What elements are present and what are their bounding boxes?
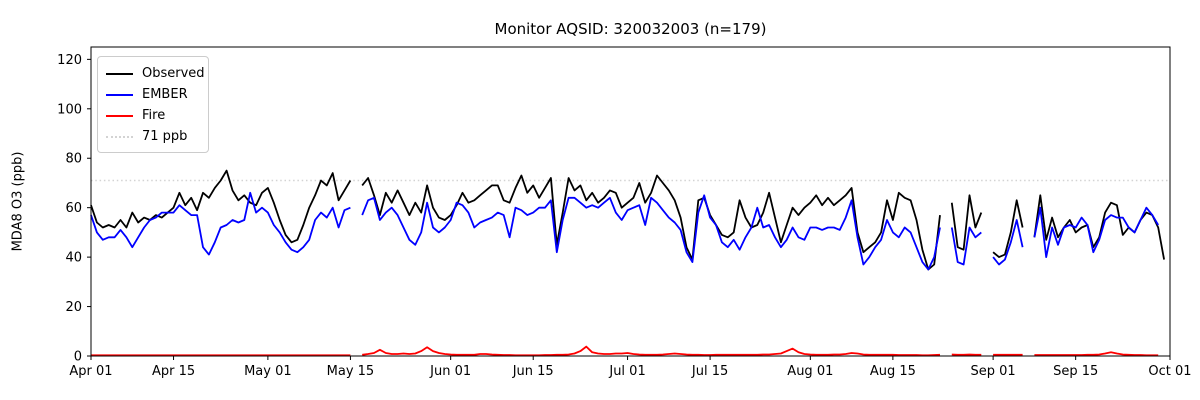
x-tick-label: Sep 15 bbox=[1053, 364, 1098, 379]
x-tick-label: Jun 01 bbox=[429, 364, 471, 379]
fire-line-swatch bbox=[106, 114, 133, 117]
x-tick-label: Oct 01 bbox=[1148, 364, 1191, 379]
x-tick-label: Apr 01 bbox=[69, 364, 112, 379]
series-line-observed bbox=[1033, 194, 1165, 260]
y-tick-label: 60 bbox=[65, 201, 82, 216]
y-tick-label: 0 bbox=[74, 350, 82, 365]
x-tick-label: May 01 bbox=[244, 364, 292, 379]
x-tick-label: Apr 15 bbox=[152, 364, 195, 379]
series-line-ember bbox=[950, 226, 982, 266]
chart-title: Monitor AQSID: 320032003 (n=179) bbox=[494, 20, 767, 38]
series-line-ember bbox=[992, 219, 1024, 266]
axes-frame bbox=[90, 46, 1171, 357]
observed-line-swatch bbox=[106, 72, 133, 75]
series-line-observed bbox=[90, 169, 352, 244]
y-tick-label: 80 bbox=[65, 152, 82, 167]
y-tick-label: 40 bbox=[65, 251, 82, 266]
x-tick-label: Jul 01 bbox=[608, 364, 645, 379]
legend-label-ember: EMBER bbox=[142, 87, 188, 102]
legend-label-fire: Fire bbox=[142, 108, 166, 123]
y-tick-label: 20 bbox=[65, 300, 82, 315]
series-line-ember bbox=[1033, 206, 1159, 259]
legend-entry-ember: EMBER bbox=[106, 84, 200, 105]
ember-line-swatch bbox=[106, 93, 133, 96]
x-tick-label: Jul 15 bbox=[691, 364, 728, 379]
legend: Observed EMBER Fire 71 ppb bbox=[97, 56, 209, 153]
series-line-observed bbox=[992, 199, 1024, 259]
legend-label-threshold: 71 ppb bbox=[142, 129, 188, 144]
series-line-ember bbox=[90, 191, 351, 256]
legend-entry-observed: Observed bbox=[106, 63, 205, 84]
series-line-ember bbox=[361, 194, 941, 271]
series-line-fire bbox=[362, 345, 941, 357]
legend-label-observed: Observed bbox=[142, 66, 205, 81]
x-tick-label: May 15 bbox=[327, 364, 375, 379]
series-line-observed bbox=[950, 194, 983, 251]
x-tick-label: Jun 15 bbox=[512, 364, 554, 379]
x-tick-label: Aug 15 bbox=[870, 364, 916, 379]
x-tick-label: Aug 01 bbox=[787, 364, 833, 379]
series-line-observed bbox=[361, 174, 941, 271]
legend-entry-fire: Fire bbox=[106, 105, 200, 126]
series-line-fire bbox=[1034, 351, 1159, 357]
y-axis-label: MDA8 O3 (ppb) bbox=[10, 151, 26, 252]
x-tick-label: Sep 01 bbox=[971, 364, 1016, 379]
legend-entry-threshold: 71 ppb bbox=[106, 126, 200, 147]
y-tick-label: 120 bbox=[57, 53, 82, 68]
threshold-line-swatch bbox=[106, 135, 133, 138]
y-tick-label: 100 bbox=[57, 102, 82, 117]
